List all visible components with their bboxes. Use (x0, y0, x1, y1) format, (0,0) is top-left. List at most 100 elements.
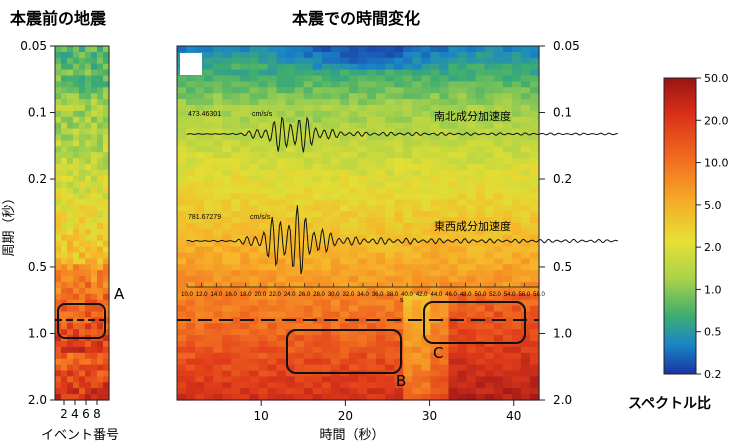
main-heatmap-cell (204, 57, 214, 65)
main-heatmap-cell (520, 388, 531, 395)
main-heatmap-cell (177, 164, 187, 171)
main-heatmap-cell (339, 211, 350, 218)
left-heatmap-cell (91, 264, 98, 271)
main-heatmap-cell (294, 175, 305, 183)
main-heatmap-cell (493, 122, 504, 130)
main-heatmap-cell (412, 140, 422, 147)
main-heatmap-cell (240, 388, 250, 395)
main-heatmap-cell (276, 234, 287, 242)
left-heatmap-cell (103, 81, 110, 88)
left-heatmap-cell (79, 329, 86, 336)
main-heatmap-cell (186, 228, 196, 236)
left-heatmap-cell (67, 293, 74, 301)
main-heatmap-cell (466, 51, 477, 59)
main-heatmap-cell (267, 134, 278, 141)
main-heatmap-cell (258, 99, 269, 106)
main-heatmap-cell (403, 293, 413, 301)
main-heatmap-cell (303, 146, 314, 153)
main-heatmap-cell (339, 270, 350, 277)
main-heatmap-cell (430, 217, 441, 224)
main-heatmap-cell (177, 388, 187, 395)
left-heatmap-cell (97, 352, 104, 360)
main-heatmap-cell (358, 246, 368, 254)
main-heatmap-cell (493, 323, 504, 330)
main-heatmap-cell (511, 63, 522, 71)
main-heatmap-cell (493, 276, 504, 283)
main-heatmap-cell (231, 228, 241, 236)
main-heatmap-cell (376, 264, 386, 271)
main-heatmap-cell (249, 217, 260, 224)
main-heatmap-cell (177, 81, 187, 88)
main-heatmap-cell (394, 240, 404, 248)
main-y-tick-label: 0.5 (553, 260, 572, 274)
main-heatmap-cell (493, 287, 504, 295)
left-heatmap-cell (91, 364, 98, 372)
main-heatmap-cell (394, 193, 404, 200)
main-heatmap-cell (448, 146, 459, 153)
left-heatmap-cell (73, 358, 80, 366)
main-heatmap-cell (394, 311, 404, 318)
main-heatmap-cell (376, 211, 386, 218)
main-heatmap-cell (213, 193, 223, 200)
main-heatmap-cell (339, 376, 350, 383)
main-heatmap-cell (466, 105, 477, 112)
left-heatmap-cell (73, 116, 80, 124)
left-heatmap-cell (97, 181, 104, 189)
main-heatmap-cell (213, 46, 223, 53)
main-heatmap-cell (376, 323, 386, 330)
main-heatmap-cell (448, 193, 459, 200)
main-heatmap-cell (339, 81, 350, 88)
main-heatmap-cell (177, 158, 187, 165)
left-heatmap-cell (73, 341, 80, 348)
main-heatmap-cell (412, 87, 422, 94)
main-heatmap-cell (213, 382, 223, 389)
main-heatmap-cell (502, 87, 513, 94)
main-heatmap-cell (475, 105, 486, 112)
main-heatmap-cell (213, 282, 223, 289)
main-heatmap-cell (213, 152, 223, 159)
main-heatmap-cell (412, 388, 422, 395)
main-heatmap-cell (511, 346, 522, 354)
left-heatmap-cell (91, 258, 98, 265)
main-heatmap-cell (376, 169, 386, 177)
main-heatmap-cell (376, 93, 386, 100)
main-heatmap-cell (195, 311, 205, 318)
main-heatmap-cell (285, 270, 296, 277)
main-heatmap-cell (240, 341, 250, 348)
main-heatmap-cell (276, 382, 287, 389)
main-heatmap-cell (339, 352, 350, 360)
left-panel-frame (54, 45, 110, 401)
main-heatmap-cell (276, 46, 287, 53)
main-heatmap-cell (348, 75, 359, 82)
main-heatmap-cell (312, 258, 323, 265)
main-heatmap-cell (520, 299, 531, 307)
main-heatmap-cell (231, 175, 241, 183)
main-heatmap-cell (249, 57, 260, 65)
left-heatmap-cell (97, 110, 104, 118)
left-heatmap-cell (91, 382, 98, 389)
colorbar-tick-label: 10.0 (704, 157, 729, 170)
left-heatmap-cell (79, 140, 86, 147)
main-heatmap-cell (520, 394, 531, 401)
left-heatmap-cell (61, 246, 68, 254)
main-heatmap-cell (394, 105, 404, 112)
main-heatmap-cell (294, 122, 305, 130)
left-heatmap-cell (103, 211, 110, 218)
main-heatmap-cell (367, 305, 377, 313)
main-heatmap-cell (240, 116, 250, 124)
main-heatmap-cell (195, 193, 205, 200)
main-heatmap-cell (430, 175, 441, 183)
main-heatmap-cell (186, 394, 196, 401)
main-heatmap-cell (267, 146, 278, 153)
left-heatmap-cell (97, 217, 104, 224)
main-heatmap-cell (511, 175, 522, 183)
main-heatmap-cell (204, 270, 214, 277)
left-heatmap-cell (91, 211, 98, 218)
main-heatmap-cell (204, 193, 214, 200)
left-heatmap-cell (61, 364, 68, 372)
main-heatmap-cell (222, 134, 232, 141)
main-heatmap-cell (177, 376, 187, 383)
main-heatmap-cell (421, 81, 431, 88)
left-heatmap-cell (103, 370, 110, 377)
main-heatmap-cell (267, 69, 278, 77)
